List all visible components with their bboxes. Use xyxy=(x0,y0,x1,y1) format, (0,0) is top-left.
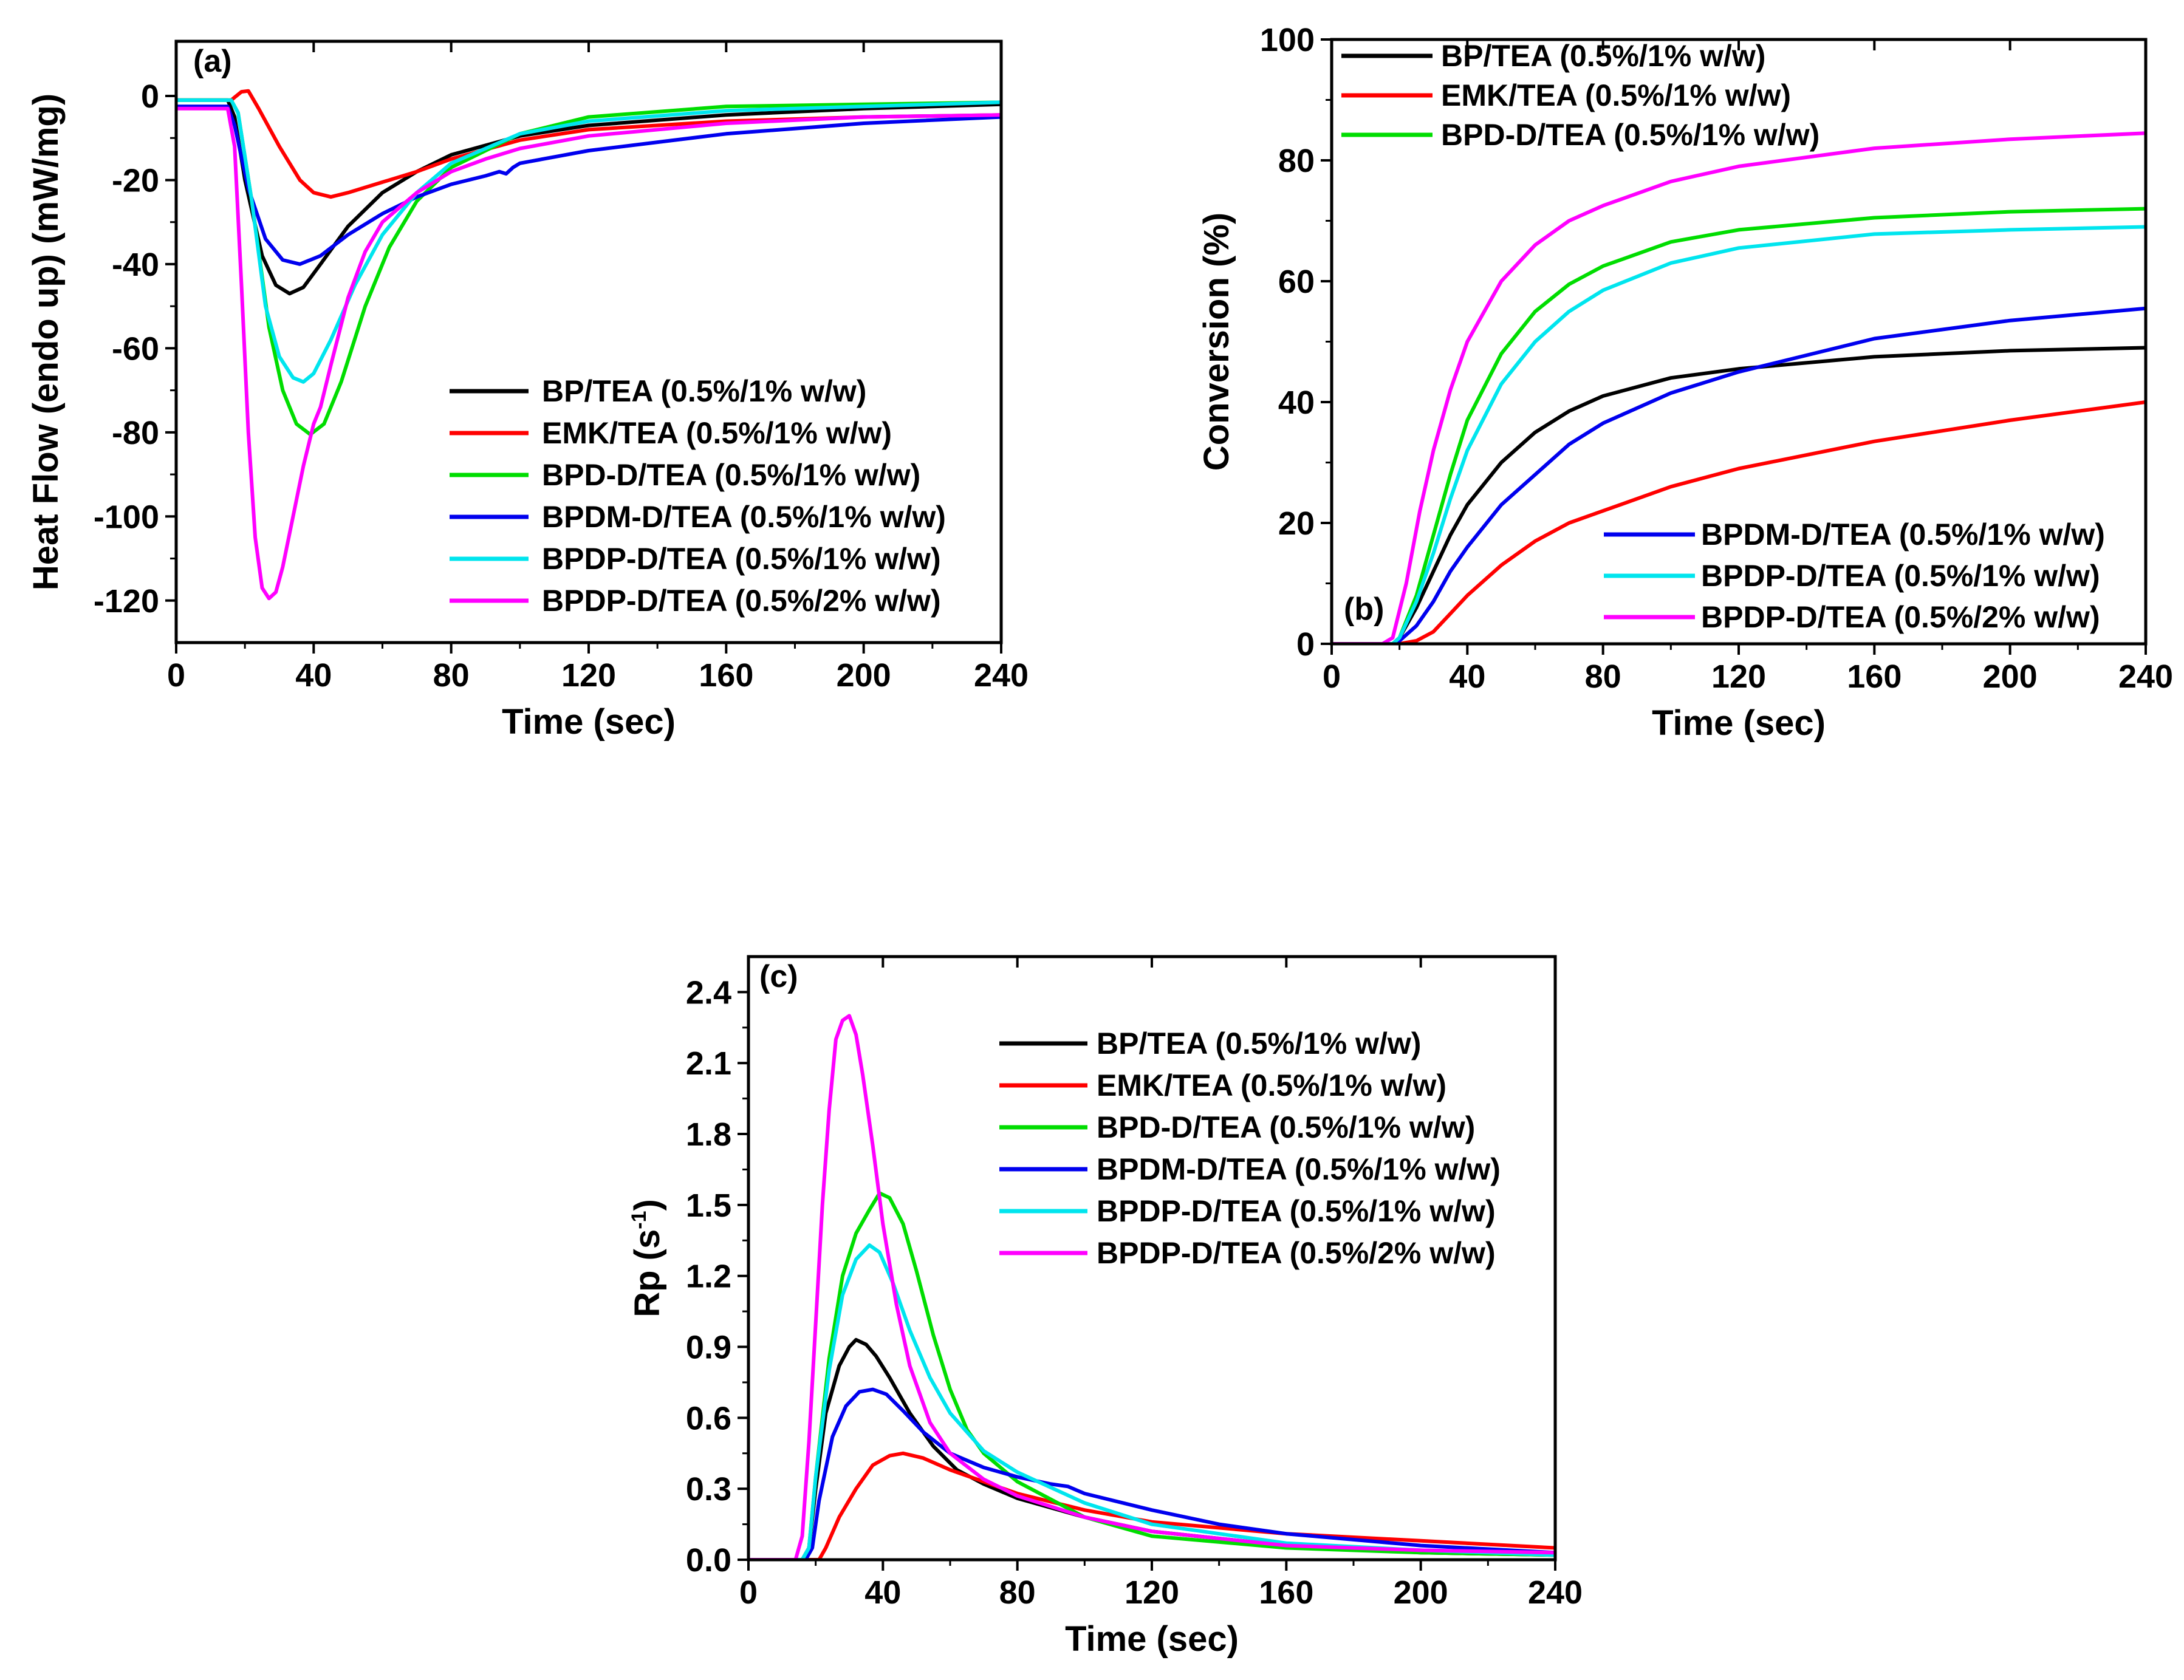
panel-a-x-tick-label: 240 xyxy=(974,657,1029,694)
panel-a-legend-label: EMK/TEA (0.5%/1% w/w) xyxy=(542,416,892,450)
panel-a-series-line-2 xyxy=(176,89,1001,199)
panel-b-legend-label: EMK/TEA (0.5%/1% w/w) xyxy=(1441,78,1791,112)
panel-b-y-tick-label: 60 xyxy=(1278,264,1315,300)
panel-c-legend-label: BP/TEA (0.5%/1% w/w) xyxy=(1097,1026,1421,1060)
panel-a-legend-label: BPDP-D/TEA (0.5%/1% w/w) xyxy=(542,542,941,576)
panel-a-y-tick-label: -20 xyxy=(112,162,159,199)
panel-c-x-tick-label: 40 xyxy=(864,1574,901,1611)
panel-c-legend-label: BPD-D/TEA (0.5%/1% w/w) xyxy=(1097,1110,1475,1144)
panel-a-x-tick-label: 40 xyxy=(295,657,332,694)
panel-b-y-tick-label: 0 xyxy=(1296,626,1315,663)
panel-b-series-line-5 xyxy=(1332,225,2146,644)
panel-c-series-line-4 xyxy=(748,1387,1555,1560)
panel-c-y-tick-label: 2.4 xyxy=(686,974,731,1011)
panel-b-series-line-4 xyxy=(1332,306,2146,644)
panel-c-y-tick-label: 1.2 xyxy=(686,1258,731,1295)
panel-a-series-line-5 xyxy=(176,98,1001,384)
panel-c-label: (c) xyxy=(759,959,798,994)
panel-b-y-tick-label: 40 xyxy=(1278,384,1315,421)
panel-a-x-tick-label: 0 xyxy=(167,657,185,694)
panel-b-series-line-2 xyxy=(1332,400,2146,644)
panel-b-x-tick-label: 0 xyxy=(1323,658,1341,695)
panel-b-x-tick-label: 80 xyxy=(1585,658,1621,695)
panel-c-x-tick-label: 240 xyxy=(1528,1574,1583,1611)
panel-a-y-tick-label: -100 xyxy=(94,499,159,535)
panel-a-y-tick-label: -120 xyxy=(94,583,159,620)
panel-c-x-tick-label: 160 xyxy=(1259,1574,1313,1611)
panel-c-y-tick-label: 2.1 xyxy=(686,1045,731,1082)
panel-b-series-line-1 xyxy=(1332,346,2146,644)
panel-c-legend-label: BPDM-D/TEA (0.5%/1% w/w) xyxy=(1097,1152,1501,1186)
panel-a-y-tick-label: -80 xyxy=(112,415,159,451)
panel-b-series-line-6 xyxy=(1332,131,2146,644)
panel-b-x-tick-label: 40 xyxy=(1449,658,1485,695)
panel-c-y-axis-label-tail: ) xyxy=(628,1199,667,1210)
panel-a-x-axis-label: Time (sec) xyxy=(502,702,676,742)
panel-b-legend-label: BPD-D/TEA (0.5%/1% w/w) xyxy=(1441,118,1819,152)
panel-c-y-tick-label: 0.9 xyxy=(686,1330,731,1366)
panel-c-legend-label: BPDP-D/TEA (0.5%/2% w/w) xyxy=(1097,1236,1496,1270)
panel-a-legend-label: BPD-D/TEA (0.5%/1% w/w) xyxy=(542,458,920,492)
panel-c-x-tick-label: 120 xyxy=(1125,1574,1179,1611)
panel-a-legend-label: BP/TEA (0.5%/1% w/w) xyxy=(542,374,866,408)
panel-b-x-tick-label: 240 xyxy=(2118,658,2173,695)
panel-c-plot-frame xyxy=(747,955,1557,1562)
panel-a-y-tick-label: -40 xyxy=(112,247,159,283)
panel-b-y-tick-label: 80 xyxy=(1278,143,1315,179)
panel-b-plot-frame xyxy=(1330,38,2148,646)
panel-a-x-tick-label: 160 xyxy=(699,657,753,694)
panel-a-series-line-6 xyxy=(176,106,1001,601)
panel-b-x-tick-label: 160 xyxy=(1847,658,1902,695)
chart-panel-c: 0 40 80 120 160 200 240 0.0 0.3 0.6 0.9 1.2 1.5 1.8 2.… xyxy=(628,955,1583,1659)
panel-c-y-tick-label: 1.8 xyxy=(686,1116,731,1153)
panel-b-legend-label: BP/TEA (0.5%/1% w/w) xyxy=(1441,39,1765,73)
panel-c-series-line-2 xyxy=(748,1451,1555,1560)
panel-b-y-tick-label: 100 xyxy=(1260,22,1315,58)
panel-c-series-line-1 xyxy=(748,1337,1555,1560)
panel-c-x-tick-label: 80 xyxy=(999,1574,1036,1611)
panel-c-y-tick-label: 1.5 xyxy=(686,1187,731,1224)
panel-c-x-axis-label: Time (sec) xyxy=(1065,1619,1239,1659)
panel-c-y-axis-label-main: Rp (s xyxy=(628,1229,667,1317)
panel-a-y-tick-label: 0 xyxy=(141,78,159,115)
panel-c-y-axis-label: Rp (s-1) xyxy=(628,1199,667,1317)
panel-b-x-tick-label: 200 xyxy=(1983,658,2038,695)
panel-b-legend-label: BPDM-D/TEA (0.5%/1% w/w) xyxy=(1701,517,2105,551)
panel-a-y-tick-label: -60 xyxy=(112,330,159,367)
panel-a-y-axis-label: Heat Flow (endo up) (mW/mg) xyxy=(26,94,66,590)
panel-c-legend-label: BPDP-D/TEA (0.5%/1% w/w) xyxy=(1097,1194,1496,1228)
panel-a-legend-label: BPDP-D/TEA (0.5%/2% w/w) xyxy=(542,584,941,618)
panel-b-x-axis-label: Time (sec) xyxy=(1652,703,1826,743)
panel-c-legend-label: EMK/TEA (0.5%/1% w/w) xyxy=(1097,1068,1446,1102)
chart-panel-a: 0 40 80 120 160 200 240 0 -20 -40 -60 -80 -100 -120 (a… xyxy=(26,39,1029,742)
panel-a-legend-label: BPDM-D/TEA (0.5%/1% w/w) xyxy=(542,500,946,534)
chart-panel-b: 0 40 80 120 160 200 240 0 20 40 60 80 100 (b) Time (se… xyxy=(1197,22,2173,743)
panel-b-label: (b) xyxy=(1344,592,1384,627)
panel-c-series-line-5 xyxy=(748,1243,1555,1560)
panel-c-y-axis-label-superscript: -1 xyxy=(628,1211,651,1229)
panel-b-y-tick-label: 20 xyxy=(1278,505,1315,542)
panel-c-x-tick-label: 200 xyxy=(1394,1574,1448,1611)
panel-a-label: (a) xyxy=(193,44,232,79)
panel-c-y-tick-label: 0.0 xyxy=(686,1542,731,1579)
panel-b-y-axis-label: Conversion (%) xyxy=(1197,213,1236,471)
panel-c-x-tick-label: 0 xyxy=(739,1574,758,1611)
panel-c-y-tick-label: 0.6 xyxy=(686,1400,731,1436)
panel-b-legend-label: BPDP-D/TEA (0.5%/1% w/w) xyxy=(1701,559,2100,593)
panel-c-series-line-6 xyxy=(748,1014,1555,1560)
panel-b-legend-label: BPDP-D/TEA (0.5%/2% w/w) xyxy=(1701,600,2100,634)
panel-a-x-tick-label: 120 xyxy=(561,657,616,694)
panel-a-x-tick-label: 200 xyxy=(837,657,891,694)
panel-a-x-tick-label: 80 xyxy=(433,657,470,694)
panel-c-y-tick-label: 0.3 xyxy=(686,1471,731,1508)
panel-a-plot-frame xyxy=(174,39,1003,644)
panel-b-x-tick-label: 120 xyxy=(1711,658,1766,695)
